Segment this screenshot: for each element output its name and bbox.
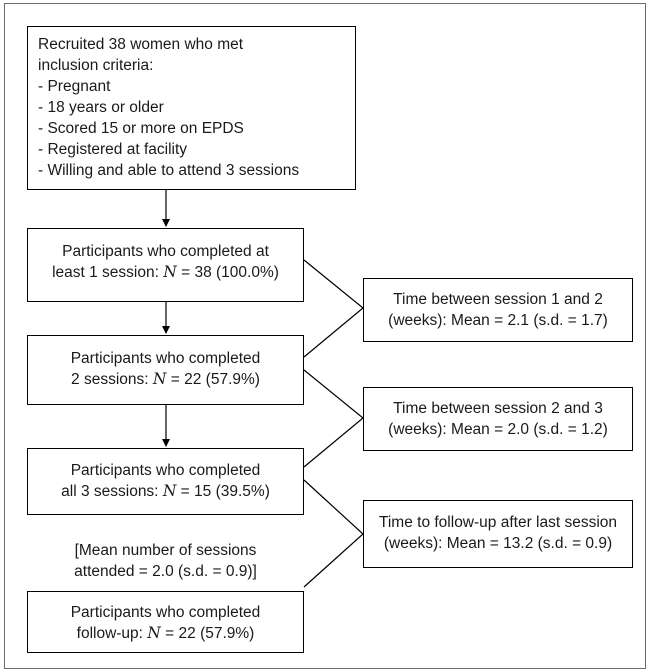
bracket-timing-1 xyxy=(303,259,364,358)
stage-box-follow-up: Participants who completed follow-up: N … xyxy=(27,591,304,653)
stage-2-prefix: 2 sessions: xyxy=(71,371,153,388)
timing-3-line-1: Time to follow-up after last session xyxy=(378,514,618,531)
inclusion-heading-line-1: Recruited 38 women who met xyxy=(38,36,244,53)
bracket-timing-3 xyxy=(303,479,364,588)
criterion-epds-score: - Scored 15 or more on EPDS xyxy=(38,120,244,137)
criterion-age: - 18 years or older xyxy=(38,99,164,116)
timing-box-session-1-2: Time between session 1 and 2 (weeks): Me… xyxy=(363,278,633,342)
stage-4-line-1: Participants who completed xyxy=(70,604,261,621)
stage-3-prefix: all 3 sessions: xyxy=(61,483,163,500)
criterion-pregnant: - Pregnant xyxy=(38,78,111,95)
stage-3-n-symbol: N xyxy=(162,482,177,500)
timing-box-follow-up: Time to follow-up after last session (we… xyxy=(363,500,633,568)
stage-box-session-1: Participants who completed at least 1 se… xyxy=(27,228,304,302)
stage-1-line-2: least 1 session: N = 38 (100.0%) xyxy=(28,262,303,283)
criterion-registered: - Registered at facility xyxy=(38,141,188,158)
stage-box-session-3: Participants who completed all 3 session… xyxy=(27,448,304,515)
stage-4-n-symbol: N xyxy=(147,624,161,642)
timing-box-session-2-3: Time between session 2 and 3 (weeks): Me… xyxy=(363,387,633,451)
stage-4-line-2: follow-up: N = 22 (57.9%) xyxy=(28,623,303,644)
stage-2-line-2: 2 sessions: N = 22 (57.9%) xyxy=(28,369,303,390)
stage-4-n-value: = 22 (57.9%) xyxy=(160,625,255,642)
stage-3-line-2: all 3 sessions: N = 15 (39.5%) xyxy=(28,481,303,502)
stage-4-prefix: follow-up: xyxy=(76,625,148,642)
stage-1-line-1: Participants who completed at xyxy=(62,243,269,260)
stage-3-n-value: = 15 (39.5%) xyxy=(176,483,270,500)
timing-3-line-2: (weeks): Mean = 13.2 (s.d. = 0.9) xyxy=(383,535,613,552)
stage-1-n-symbol: N xyxy=(163,263,177,281)
inclusion-heading-line-2: inclusion criteria: xyxy=(38,57,154,74)
stage-3-line-1: Participants who completed xyxy=(70,462,261,479)
figure-frame xyxy=(4,3,646,669)
bracket-timing-2 xyxy=(303,369,364,468)
stage-2-n-value: = 22 (57.9%) xyxy=(166,371,260,388)
timing-1-line-1: Time between session 1 and 2 xyxy=(393,291,603,308)
stage-2-n-symbol: N xyxy=(152,370,167,388)
stage-box-session-2: Participants who completed 2 sessions: N… xyxy=(27,335,304,405)
timing-1-line-2: (weeks): Mean = 2.1 (s.d. = 1.7) xyxy=(388,312,608,329)
mean-sessions-note: [Mean number of sessions attended = 2.0 … xyxy=(27,540,304,582)
stage-1-prefix: least 1 session: xyxy=(52,264,164,281)
inclusion-criteria-box: Recruited 38 women who met inclusion cri… xyxy=(27,26,356,190)
timing-2-line-1: Time between session 2 and 3 xyxy=(393,400,603,417)
stage-1-n-value: = 38 (100.0%) xyxy=(176,264,279,281)
mean-sessions-line-2: attended = 2.0 (s.d. = 0.9)] xyxy=(74,563,257,580)
mean-sessions-line-1: [Mean number of sessions xyxy=(74,542,257,559)
timing-2-line-2: (weeks): Mean = 2.0 (s.d. = 1.2) xyxy=(388,421,608,438)
criterion-attendance: - Willing and able to attend 3 sessions xyxy=(38,162,300,179)
stage-2-line-1: Participants who completed xyxy=(70,350,261,367)
